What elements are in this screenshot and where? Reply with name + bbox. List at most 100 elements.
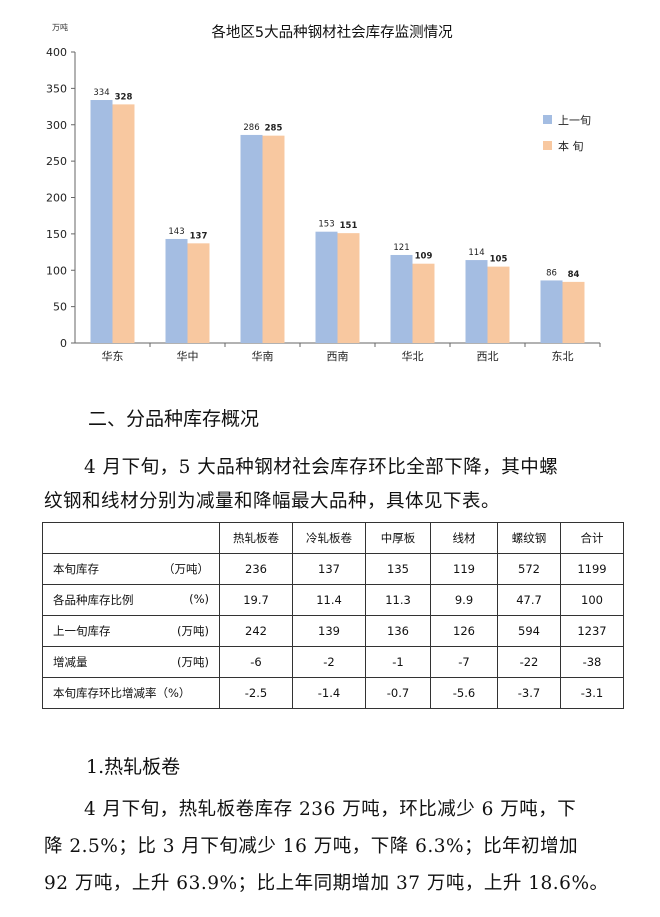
inventory-table: 热轧板卷 冷轧板卷 中厚板 线材 螺纹钢 合计 本旬库存 （万吨） 236 137 13… xyxy=(42,522,624,709)
y-tick-label: 350 xyxy=(46,82,67,95)
data-label: 285 xyxy=(265,124,283,134)
chart-title: 各地区5大品种钢材社会库存监测情况 xyxy=(211,24,453,41)
x-axis: 华东 华中 华南 西南 华北 西北 东北 xyxy=(102,343,601,363)
bar xyxy=(112,104,135,343)
subsection-heading: 1.热轧板卷 xyxy=(86,756,181,778)
y-axis-unit: 万吨 xyxy=(52,22,68,32)
table-cell: 236 xyxy=(219,553,293,585)
table-cell: -2.5 xyxy=(219,677,293,709)
table-cell: -3.1 xyxy=(560,677,624,709)
y-tick-label: 50 xyxy=(53,301,67,314)
table-cell: 136 xyxy=(365,615,431,647)
regional-inventory-chart: 各地区5大品种钢材社会库存监测情况 万吨 0 50 100 150 200 250 300 3… xyxy=(46,22,601,363)
x-tick-label: 西北 xyxy=(477,350,499,363)
table-cell: -22 xyxy=(497,646,561,678)
data-label: 105 xyxy=(490,255,508,265)
x-tick-label: 华东 xyxy=(102,349,124,363)
bar-series: 334 328 143 137 286 285 153 151 121 109 114 105 86 84 xyxy=(90,88,585,343)
y-tick-label: 100 xyxy=(46,264,67,277)
row-label-cell: 本旬库存 （万吨） xyxy=(42,553,220,585)
subsection-paragraph-line: 降 2.5%；比 3 月下旬减少 16 万吨，下降 6.3%；比年初增加 xyxy=(44,836,579,857)
row-label: 本旬库存 xyxy=(53,562,99,576)
column-header: 热轧板卷 xyxy=(219,522,293,554)
column-header: 合计 xyxy=(560,522,624,554)
y-tick-label: 250 xyxy=(46,155,67,168)
bar xyxy=(262,135,285,343)
bar xyxy=(412,263,435,343)
row-unit: (%) xyxy=(189,592,209,606)
table-cell: 9.9 xyxy=(430,584,498,616)
table-cell: 11.4 xyxy=(292,584,366,616)
x-tick-label: 华中 xyxy=(177,349,199,363)
data-label: 137 xyxy=(190,231,208,241)
table-cell: -7 xyxy=(430,646,498,678)
table-cell: 19.7 xyxy=(219,584,293,616)
table-row: 上一旬库存 (万吨) 242 139 136 126 594 1237 xyxy=(42,615,624,647)
table-cell: -0.7 xyxy=(365,677,431,709)
legend-swatch xyxy=(543,115,552,124)
row-label: 各品种库存比例 xyxy=(53,593,134,607)
x-tick-label: 西南 xyxy=(327,350,349,363)
table-cell: 594 xyxy=(497,615,561,647)
table-row: 本旬库存 （万吨） 236 137 135 119 572 1199 xyxy=(42,553,624,585)
bar xyxy=(315,231,338,343)
bar xyxy=(487,266,510,343)
table-cell: -6 xyxy=(219,646,293,678)
section-paragraph-line: 4 月下旬，5 大品种钢材社会库存环比全部下降，其中螺 xyxy=(84,457,559,478)
subsection-paragraph-line: 4 月下旬，热轧板卷库存 236 万吨，环比减少 6 万吨，下 xyxy=(84,799,577,820)
bar xyxy=(465,260,488,343)
table-cell: 137 xyxy=(292,553,366,585)
row-unit: （万吨） xyxy=(163,562,209,576)
data-label: 143 xyxy=(168,227,184,237)
table-cell: 119 xyxy=(430,553,498,585)
table-row: 增减量 (万吨) -6 -2 -1 -7 -22 -38 xyxy=(42,646,624,678)
section-heading: 二、分品种库存概况 xyxy=(88,408,260,430)
data-label: 86 xyxy=(546,268,557,278)
column-header: 螺纹钢 xyxy=(497,522,561,554)
row-label-cell: 各品种库存比例 (%) xyxy=(42,584,220,616)
y-tick-label: 200 xyxy=(46,192,67,205)
bar xyxy=(90,100,113,343)
data-label: 114 xyxy=(468,248,484,258)
data-label: 121 xyxy=(393,243,409,253)
data-label: 84 xyxy=(568,270,580,280)
table-cell: 139 xyxy=(292,615,366,647)
column-header: 线材 xyxy=(430,522,498,554)
row-unit: (万吨) xyxy=(177,655,209,669)
legend-label: 本 旬 xyxy=(558,139,584,153)
table-row: 各品种库存比例 (%) 19.7 11.4 11.3 9.9 47.7 100 xyxy=(42,584,624,616)
legend-label: 上一旬 xyxy=(558,114,591,127)
row-label-cell: 上一旬库存 (万吨) xyxy=(42,615,220,647)
table-row: 本旬库存环比增减率（%） -2.5 -1.4 -0.7 -5.6 -3.7 -3.1 xyxy=(42,677,624,709)
table-cell: -1.4 xyxy=(292,677,366,709)
table-cell: 242 xyxy=(219,615,293,647)
bar xyxy=(562,281,585,343)
table-cell: 126 xyxy=(430,615,498,647)
row-label: 增减量 xyxy=(53,655,88,669)
column-header: 中厚板 xyxy=(365,522,431,554)
x-tick-label: 华南 xyxy=(252,349,274,363)
row-label: 上一旬库存 xyxy=(53,624,111,638)
row-unit: (万吨) xyxy=(177,624,209,638)
table-cell: -38 xyxy=(560,646,624,678)
row-label-cell: 增减量 (万吨) xyxy=(42,646,220,678)
bar xyxy=(240,134,263,343)
bar xyxy=(165,238,188,343)
y-tick-label: 0 xyxy=(60,337,67,350)
row-label-cell: 本旬库存环比增减率（%） xyxy=(42,677,220,709)
section-paragraph-line: 纹钢和线材分别为减量和降幅最大品种，具体见下表。 xyxy=(44,491,501,512)
table-cell: 1237 xyxy=(560,615,624,647)
table-cell: -2 xyxy=(292,646,366,678)
bar xyxy=(390,254,413,343)
table-cell: 11.3 xyxy=(365,584,431,616)
data-label: 334 xyxy=(93,88,109,98)
data-label: 328 xyxy=(115,92,133,102)
table-cell: 47.7 xyxy=(497,584,561,616)
table-cell: -3.7 xyxy=(497,677,561,709)
y-tick-label: 400 xyxy=(46,46,67,59)
bar xyxy=(540,280,563,343)
table-cell: -5.6 xyxy=(430,677,498,709)
subsection-paragraph-line: 92 万吨，上升 63.9%；比上年同期增加 37 万吨，上升 18.6%。 xyxy=(44,873,609,894)
table-cell: 1199 xyxy=(560,553,624,585)
